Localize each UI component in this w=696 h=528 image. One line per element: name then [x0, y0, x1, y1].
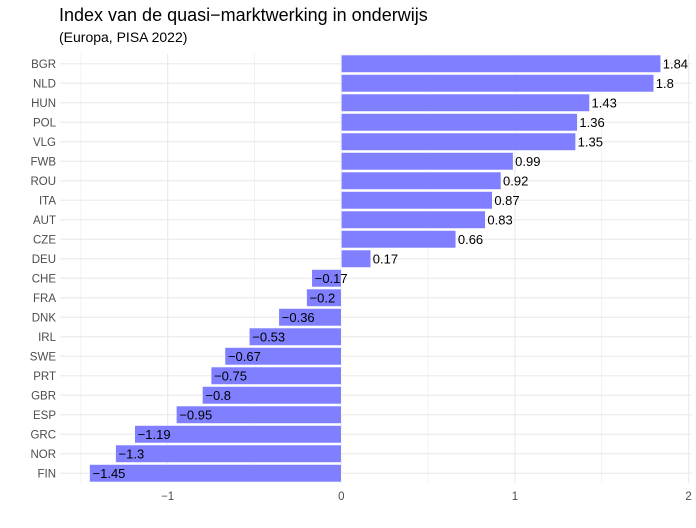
data-label: −0.67: [228, 349, 261, 364]
category-label: VLG: [33, 137, 56, 149]
bar-vlg: [340, 132, 576, 151]
category-label: FWB: [30, 156, 56, 168]
bar-fra: [306, 288, 342, 307]
category-label: IRL: [38, 332, 57, 344]
category-label: POL: [33, 117, 57, 129]
data-label: 1.84: [663, 56, 688, 71]
data-label: −1.45: [93, 466, 126, 481]
chart-title: Index van de quasi−marktwerking in onder…: [59, 5, 428, 25]
category-label: ROU: [30, 176, 56, 188]
x-tick-label: 1: [512, 491, 518, 503]
bar-dnk: [278, 308, 342, 327]
bar-che: [311, 269, 342, 288]
data-label: 0.99: [515, 154, 540, 169]
bar-grc: [134, 425, 342, 444]
category-label: AUT: [33, 215, 56, 227]
data-label: −1.3: [119, 446, 145, 461]
data-label: −0.17: [315, 271, 348, 286]
data-label: −0.8: [205, 388, 231, 403]
data-label: 1.43: [592, 95, 617, 110]
data-label: 0.83: [487, 212, 512, 227]
bar-nld: [340, 74, 655, 93]
bar-gbr: [202, 386, 342, 405]
category-label: CHE: [32, 273, 57, 285]
data-label: −0.36: [282, 310, 315, 325]
x-tick-label: 0: [338, 491, 344, 503]
category-label: BGR: [31, 59, 56, 71]
bar-aut: [340, 210, 486, 229]
bar-esp: [176, 405, 342, 424]
data-label: 0.66: [458, 232, 483, 247]
chart-subtitle: (Europa, PISA 2022): [59, 29, 188, 45]
bar-irl: [248, 327, 342, 346]
category-label: NLD: [33, 78, 56, 90]
data-label: 0.17: [373, 251, 398, 266]
bar-pol: [340, 113, 578, 132]
category-label: ITA: [39, 195, 56, 207]
data-label: −1.19: [138, 427, 171, 442]
category-label: GBR: [31, 390, 56, 402]
data-label: 0.87: [494, 193, 519, 208]
bar-hun: [340, 93, 590, 112]
category-label: CZE: [33, 234, 56, 246]
bar-fin: [89, 464, 342, 483]
bar-rou: [340, 171, 502, 190]
bar-nor: [115, 444, 342, 463]
bar-fwb: [340, 152, 514, 171]
bar-cze: [340, 230, 457, 249]
x-tick-label: −1: [161, 491, 174, 503]
bar-ita: [340, 191, 493, 210]
bar-deu: [340, 249, 372, 268]
bar-prt: [210, 366, 342, 385]
data-label: −0.95: [179, 407, 212, 422]
category-label: DNK: [32, 312, 57, 324]
category-label: HUN: [31, 98, 56, 110]
category-label: FRA: [33, 293, 56, 305]
data-label: −0.2: [310, 290, 336, 305]
data-label: 1.8: [656, 76, 674, 91]
data-label: 1.35: [578, 134, 603, 149]
bar-bgr: [340, 54, 662, 73]
category-label: PRT: [33, 371, 56, 383]
data-label: −0.75: [214, 368, 247, 383]
bar-swe: [224, 347, 342, 366]
category-label: NOR: [30, 449, 56, 461]
data-label: 0.92: [503, 173, 528, 188]
category-label: SWE: [30, 351, 57, 363]
x-tick-label: 2: [685, 491, 691, 503]
category-label: DEU: [32, 254, 56, 266]
category-label: GRC: [30, 429, 56, 441]
data-label: −0.53: [252, 329, 285, 344]
data-label: 1.36: [579, 115, 604, 130]
category-label: FIN: [37, 468, 56, 480]
category-label: ESP: [33, 410, 56, 422]
